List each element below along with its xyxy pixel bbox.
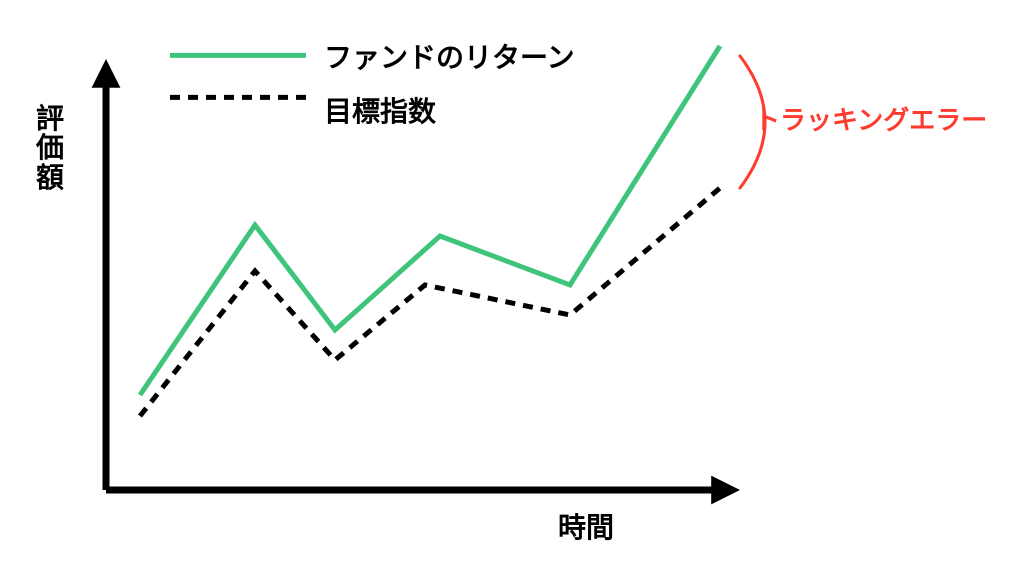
y-axis-label: 評価額 bbox=[36, 104, 64, 192]
tracking-error-label: トラッキングエラー bbox=[754, 100, 987, 137]
legend-label-fund: ファンドのリターン bbox=[324, 36, 575, 76]
y-axis-label-char: 評 bbox=[36, 104, 64, 133]
legend-row-index: 目標指数 bbox=[170, 90, 575, 130]
legend-label-index: 目標指数 bbox=[324, 90, 436, 130]
x-axis-label: 時間 bbox=[558, 506, 614, 546]
legend: ファンドのリターン 目標指数 bbox=[170, 36, 575, 130]
y-axis-label-char: 価 bbox=[36, 133, 64, 162]
chart-stage: 評価額 時間 ファンドのリターン 目標指数 トラッキングエラー bbox=[0, 0, 1024, 576]
series-index-line bbox=[140, 188, 720, 416]
y-axis-arrow bbox=[92, 59, 121, 88]
y-axis-label-char: 額 bbox=[36, 163, 64, 192]
x-axis-arrow bbox=[711, 476, 740, 505]
legend-row-fund: ファンドのリターン bbox=[170, 36, 575, 76]
